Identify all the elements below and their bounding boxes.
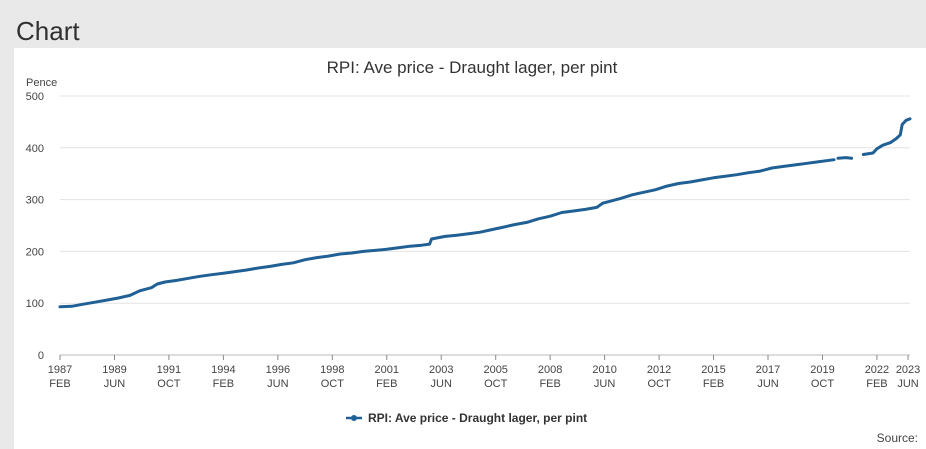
page-heading: Chart xyxy=(16,16,80,46)
x-tick-year: 2022 xyxy=(865,364,889,376)
x-tick-year: 2023 xyxy=(896,364,920,376)
y-axis-label: Pence xyxy=(26,77,57,89)
x-tick-month: OCT xyxy=(484,378,508,390)
x-tick-month: FEB xyxy=(866,378,887,390)
x-tick-year: 2001 xyxy=(375,364,399,376)
x-axis-ticks: 1987 FEB 1989 JUN 1991 OCT 1994 FEB 1996 JUN 1998 O… xyxy=(48,355,920,390)
x-tick-year: 2012 xyxy=(647,364,671,376)
legend-label: RPI: Ave price - Draught lager, per pint xyxy=(368,411,587,425)
x-tick-month: OCT xyxy=(647,378,671,390)
x-tick-month: JUN xyxy=(897,378,918,390)
x-tick-month: OCT xyxy=(157,378,181,390)
x-tick-year: 1991 xyxy=(157,364,181,376)
y-tick-label: 400 xyxy=(26,143,44,155)
series-line[interactable] xyxy=(58,158,836,309)
x-tick-year: 2010 xyxy=(592,364,616,376)
x-tick-year: 2005 xyxy=(483,364,507,376)
y-axis-ticks: 0 100 200 300 400 500 xyxy=(26,91,44,362)
y-tick-label: 0 xyxy=(38,350,44,362)
series-line[interactable] xyxy=(861,117,912,156)
source-label: Source: xyxy=(877,431,918,445)
y-tick-label: 100 xyxy=(26,298,44,310)
x-tick-year: 2015 xyxy=(701,364,725,376)
x-tick-month: OCT xyxy=(321,378,345,390)
x-tick-month: JUN xyxy=(267,378,288,390)
series-lines xyxy=(58,117,912,309)
x-tick-month: FEB xyxy=(49,378,70,390)
x-tick-month: FEB xyxy=(539,378,560,390)
x-tick-year: 2008 xyxy=(538,364,562,376)
chart-title: RPI: Ave price - Draught lager, per pint xyxy=(327,58,618,77)
x-tick-month: FEB xyxy=(213,378,234,390)
chart-panel: RPI: Ave price - Draught lager, per pint… xyxy=(14,48,926,449)
x-tick-month: JUN xyxy=(104,378,125,390)
y-tick-label: 200 xyxy=(26,246,44,258)
x-tick-year: 2003 xyxy=(429,364,453,376)
x-tick-year: 2017 xyxy=(756,364,780,376)
x-tick-year: 1998 xyxy=(320,364,344,376)
x-tick-year: 2019 xyxy=(810,364,834,376)
x-tick-year: 1994 xyxy=(211,364,235,376)
line-chart: RPI: Ave price - Draught lager, per pint… xyxy=(26,58,921,445)
x-tick-month: JUN xyxy=(757,378,778,390)
legend[interactable]: RPI: Ave price - Draught lager, per pint xyxy=(346,411,587,425)
y-tick-label: 300 xyxy=(26,195,44,207)
y-tick-label: 500 xyxy=(26,91,44,103)
legend-point-marker xyxy=(351,415,357,421)
x-tick-month: JUN xyxy=(431,378,452,390)
x-tick-year: 1989 xyxy=(102,364,126,376)
x-tick-month: JUN xyxy=(594,378,615,390)
x-tick-year: 1996 xyxy=(266,364,290,376)
x-tick-month: FEB xyxy=(376,378,397,390)
gridlines xyxy=(60,95,910,356)
x-tick-month: OCT xyxy=(811,378,835,390)
x-tick-month: FEB xyxy=(703,378,724,390)
series-line[interactable] xyxy=(836,156,854,160)
x-tick-year: 1987 xyxy=(48,364,72,376)
